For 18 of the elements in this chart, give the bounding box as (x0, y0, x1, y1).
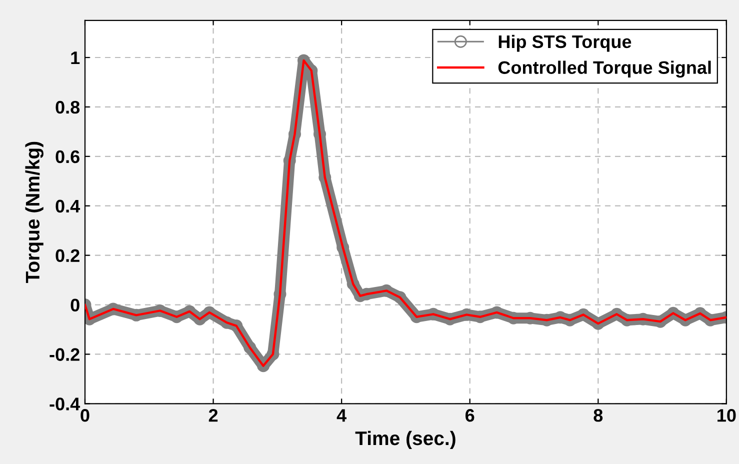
y-tick-label: 0.6 (56, 150, 80, 164)
y-axis-title: Torque (Nm/kg) (25, 142, 44, 283)
y-tick-label: 0.8 (56, 100, 80, 114)
x-tick-label: 6 (465, 409, 474, 422)
x-tick-label: 8 (594, 409, 603, 422)
x-tick-label: 10 (718, 409, 736, 422)
y-tick-label: 1 (71, 52, 80, 64)
y-tick-label: -0.2 (50, 348, 80, 361)
x-tick-label: 2 (208, 409, 218, 422)
x-tick-label: 4 (336, 409, 346, 422)
y-tick-label: 0.4 (56, 200, 80, 213)
y-tick-label: 0.2 (56, 249, 80, 262)
legend-label: Hip STS Torque (498, 34, 632, 52)
x-tick-label: 0 (80, 409, 90, 422)
y-tick-label: -0.4 (50, 398, 80, 410)
y-tick-label: 0 (70, 298, 80, 312)
legend-label: Controlled Torque Signal (498, 60, 711, 78)
x-axis-title: Time (sec.) (355, 430, 456, 450)
